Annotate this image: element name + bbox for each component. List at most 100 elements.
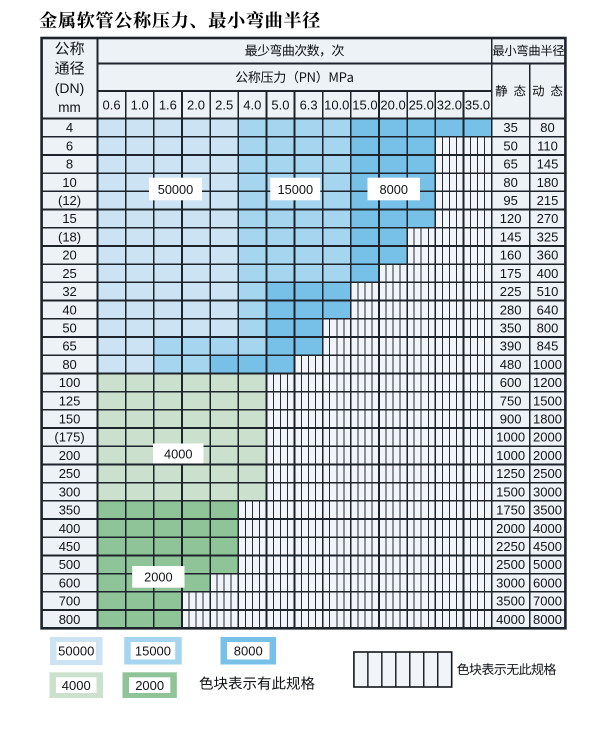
- svg-text:15: 15: [62, 211, 76, 226]
- svg-text:5000: 5000: [533, 557, 562, 572]
- svg-text:10: 10: [62, 175, 76, 190]
- svg-text:95: 95: [503, 193, 517, 208]
- svg-text:65: 65: [62, 339, 76, 354]
- svg-text:640: 640: [537, 302, 559, 317]
- svg-text:390: 390: [500, 339, 522, 354]
- svg-text:35.0: 35.0: [465, 98, 490, 113]
- svg-text:600: 600: [59, 575, 81, 590]
- svg-text:800: 800: [59, 612, 81, 627]
- svg-text:160: 160: [500, 248, 522, 263]
- svg-text:20.0: 20.0: [380, 98, 405, 113]
- svg-text:3000: 3000: [533, 484, 562, 499]
- svg-text:6.3: 6.3: [300, 98, 318, 113]
- svg-text:8000: 8000: [234, 643, 263, 658]
- svg-text:4500: 4500: [533, 539, 562, 554]
- svg-text:2.5: 2.5: [215, 98, 233, 113]
- svg-text:500: 500: [59, 557, 81, 572]
- svg-text:6: 6: [66, 138, 73, 153]
- svg-text:250: 250: [59, 466, 81, 481]
- svg-text:3000: 3000: [496, 575, 525, 590]
- svg-text:145: 145: [500, 229, 522, 244]
- svg-text:80: 80: [503, 175, 517, 190]
- svg-text:6000: 6000: [533, 575, 562, 590]
- svg-text:750: 750: [500, 393, 522, 408]
- svg-text:145: 145: [537, 157, 559, 172]
- svg-text:1000: 1000: [496, 448, 525, 463]
- svg-text:35: 35: [503, 120, 517, 135]
- svg-text:5.0: 5.0: [271, 98, 289, 113]
- svg-text:1.6: 1.6: [159, 98, 177, 113]
- svg-text:120: 120: [500, 211, 522, 226]
- svg-text:4.0: 4.0: [243, 98, 261, 113]
- svg-text:400: 400: [537, 266, 559, 281]
- svg-text:1500: 1500: [496, 484, 525, 499]
- svg-text:15000: 15000: [135, 643, 171, 658]
- svg-text:1800: 1800: [533, 412, 562, 427]
- svg-text:1000: 1000: [533, 357, 562, 372]
- svg-text:3500: 3500: [533, 503, 562, 518]
- svg-text:2000: 2000: [144, 570, 172, 585]
- svg-text:50000: 50000: [58, 644, 94, 659]
- svg-text:325: 325: [537, 229, 559, 244]
- svg-text:80: 80: [62, 357, 76, 372]
- svg-text:215: 215: [537, 193, 559, 208]
- svg-text:50: 50: [62, 320, 76, 335]
- svg-text:(18): (18): [58, 229, 81, 244]
- svg-text:1000: 1000: [496, 430, 525, 445]
- svg-text:8: 8: [66, 157, 73, 172]
- svg-text:1750: 1750: [496, 503, 525, 518]
- svg-text:2000: 2000: [533, 430, 562, 445]
- svg-text:225: 225: [500, 284, 522, 299]
- svg-text:15.0: 15.0: [352, 98, 377, 113]
- svg-text:15000: 15000: [278, 182, 314, 197]
- svg-text:175: 175: [500, 266, 522, 281]
- svg-text:2000: 2000: [533, 448, 562, 463]
- svg-text:600: 600: [500, 375, 522, 390]
- svg-text:1250: 1250: [496, 466, 525, 481]
- svg-text:4: 4: [66, 120, 73, 135]
- svg-text:350: 350: [59, 503, 81, 518]
- svg-text:510: 510: [537, 284, 559, 299]
- svg-text:(12): (12): [58, 193, 81, 208]
- svg-text:300: 300: [59, 484, 81, 499]
- svg-text:80: 80: [540, 120, 554, 135]
- svg-text:4000: 4000: [496, 612, 525, 627]
- svg-text:125: 125: [59, 393, 81, 408]
- svg-text:2500: 2500: [533, 466, 562, 481]
- svg-text:25.0: 25.0: [409, 98, 434, 113]
- svg-text:10.0: 10.0: [324, 98, 349, 113]
- svg-text:845: 845: [537, 339, 559, 354]
- svg-text:180: 180: [537, 175, 559, 190]
- svg-text:4000: 4000: [533, 521, 562, 536]
- svg-text:110: 110: [537, 138, 558, 153]
- svg-text:2500: 2500: [496, 557, 525, 572]
- svg-text:1200: 1200: [533, 375, 562, 390]
- svg-text:(DN): (DN): [55, 80, 85, 96]
- svg-text:280: 280: [500, 302, 522, 317]
- svg-text:50000: 50000: [158, 182, 194, 197]
- svg-text:0.6: 0.6: [103, 98, 121, 113]
- svg-text:20: 20: [62, 248, 76, 263]
- svg-text:32: 32: [62, 284, 76, 299]
- svg-text:270: 270: [537, 211, 559, 226]
- svg-text:360: 360: [537, 248, 559, 263]
- svg-text:(175): (175): [54, 430, 84, 445]
- svg-text:40: 40: [62, 302, 76, 317]
- svg-text:65: 65: [503, 157, 517, 172]
- svg-text:50: 50: [503, 138, 517, 153]
- svg-text:800: 800: [537, 320, 559, 335]
- svg-text:8000: 8000: [380, 182, 408, 197]
- svg-text:4000: 4000: [164, 446, 192, 461]
- svg-text:7000: 7000: [533, 594, 562, 609]
- svg-text:900: 900: [500, 412, 522, 427]
- svg-text:2250: 2250: [496, 539, 525, 554]
- svg-text:mm: mm: [58, 100, 81, 115]
- svg-text:100: 100: [59, 375, 81, 390]
- svg-text:2.0: 2.0: [187, 98, 205, 113]
- svg-text:150: 150: [59, 412, 81, 427]
- svg-text:700: 700: [59, 594, 81, 609]
- svg-text:350: 350: [500, 320, 522, 335]
- svg-text:400: 400: [59, 521, 81, 536]
- svg-text:1500: 1500: [533, 393, 562, 408]
- svg-text:2000: 2000: [135, 678, 164, 693]
